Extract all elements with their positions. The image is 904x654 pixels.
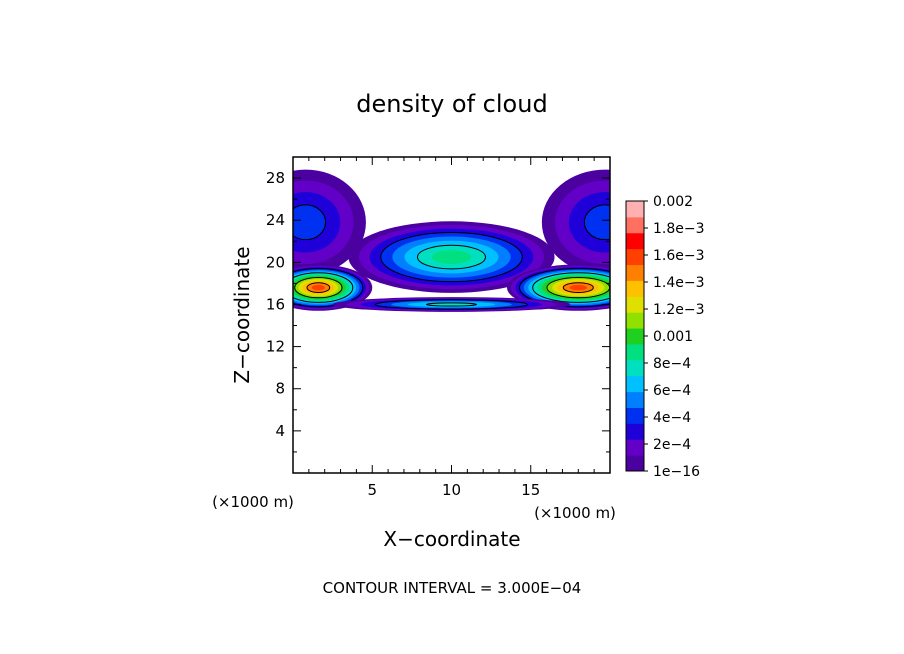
x-unit-left: (×1000 m): [212, 493, 294, 511]
y-tick-label: 8: [275, 380, 285, 398]
colorbar-label: 8e−4: [653, 356, 691, 372]
contour-band: [311, 284, 325, 291]
density-field: [293, 169, 610, 312]
x-axis-label: X−coordinate: [383, 527, 520, 551]
colorbar-segment: [626, 264, 644, 281]
colorbar-segment: [626, 201, 644, 218]
colorbar-segment: [626, 248, 644, 266]
contour-interval-footer: CONTOUR INTERVAL = 3.000E−04: [323, 579, 582, 597]
left-layer: [293, 264, 373, 311]
colorbar-label: 1.4e−3: [653, 275, 705, 291]
colorbar-segment: [626, 216, 644, 234]
contour-band: [425, 302, 478, 307]
colorbar-label: 1.2e−3: [653, 302, 705, 318]
colorbar-label: 2e−4: [653, 437, 691, 453]
center-cloud: [348, 221, 555, 293]
colorbar-segment: [626, 439, 644, 456]
colorbar-segment: [626, 455, 644, 472]
colorbar-segment: [626, 280, 644, 297]
colorbar-segment: [626, 375, 644, 393]
y-tick-label: 24: [266, 211, 285, 229]
chart-title: density of cloud: [356, 90, 547, 118]
colorbar-segment: [626, 232, 644, 250]
y-tick-label: 4: [275, 422, 285, 440]
center-thin-layer: [332, 297, 571, 312]
colorbar-label: 1e−16: [653, 464, 700, 480]
colorbar-label: 4e−4: [653, 410, 691, 426]
x-tick-label: 5: [367, 481, 377, 499]
contour-band: [569, 284, 587, 291]
upper-right-cloud: [541, 169, 610, 275]
colorbar-label: 1.8e−3: [653, 221, 705, 237]
colorbar-segment: [626, 423, 644, 440]
colorbar-segment: [626, 343, 644, 361]
x-tick-label: 15: [521, 481, 540, 499]
y-tick-label: 16: [266, 295, 285, 313]
y-tick-label: 28: [266, 169, 285, 187]
right-layer: [506, 264, 610, 311]
colorbar-segment: [626, 359, 644, 377]
x-tick-label: 10: [442, 481, 461, 499]
colorbar-segment: [626, 296, 644, 313]
colorbar-segment: [626, 312, 644, 329]
colorbar-segment: [626, 328, 644, 345]
contour-band: [431, 250, 472, 264]
axes: 5 10 15 4 8 12 16 20 24 28: [266, 157, 610, 499]
y-axis-label: Z−coordinate: [230, 246, 254, 383]
y-tick-label: 20: [266, 253, 285, 271]
colorbar-segment: [626, 407, 644, 424]
y-tick-label: 12: [266, 338, 285, 356]
contour-band: [293, 204, 327, 241]
colorbar-label: 0.001: [653, 329, 693, 345]
colorbar: 0.002 1.8e−3 1.6e−3 1.4e−3 1.2e−3 0.001 8e−4 6e…: [625, 194, 705, 480]
colorbar-label: 1.6e−3: [653, 248, 705, 264]
colorbar-label: 0.002: [653, 194, 693, 210]
x-unit-right: (×1000 m): [534, 504, 616, 522]
colorbar-label: 6e−4: [653, 383, 691, 399]
contour-band: [583, 204, 610, 241]
colorbar-segment: [626, 391, 644, 408]
upper-left-cloud: [293, 169, 366, 275]
